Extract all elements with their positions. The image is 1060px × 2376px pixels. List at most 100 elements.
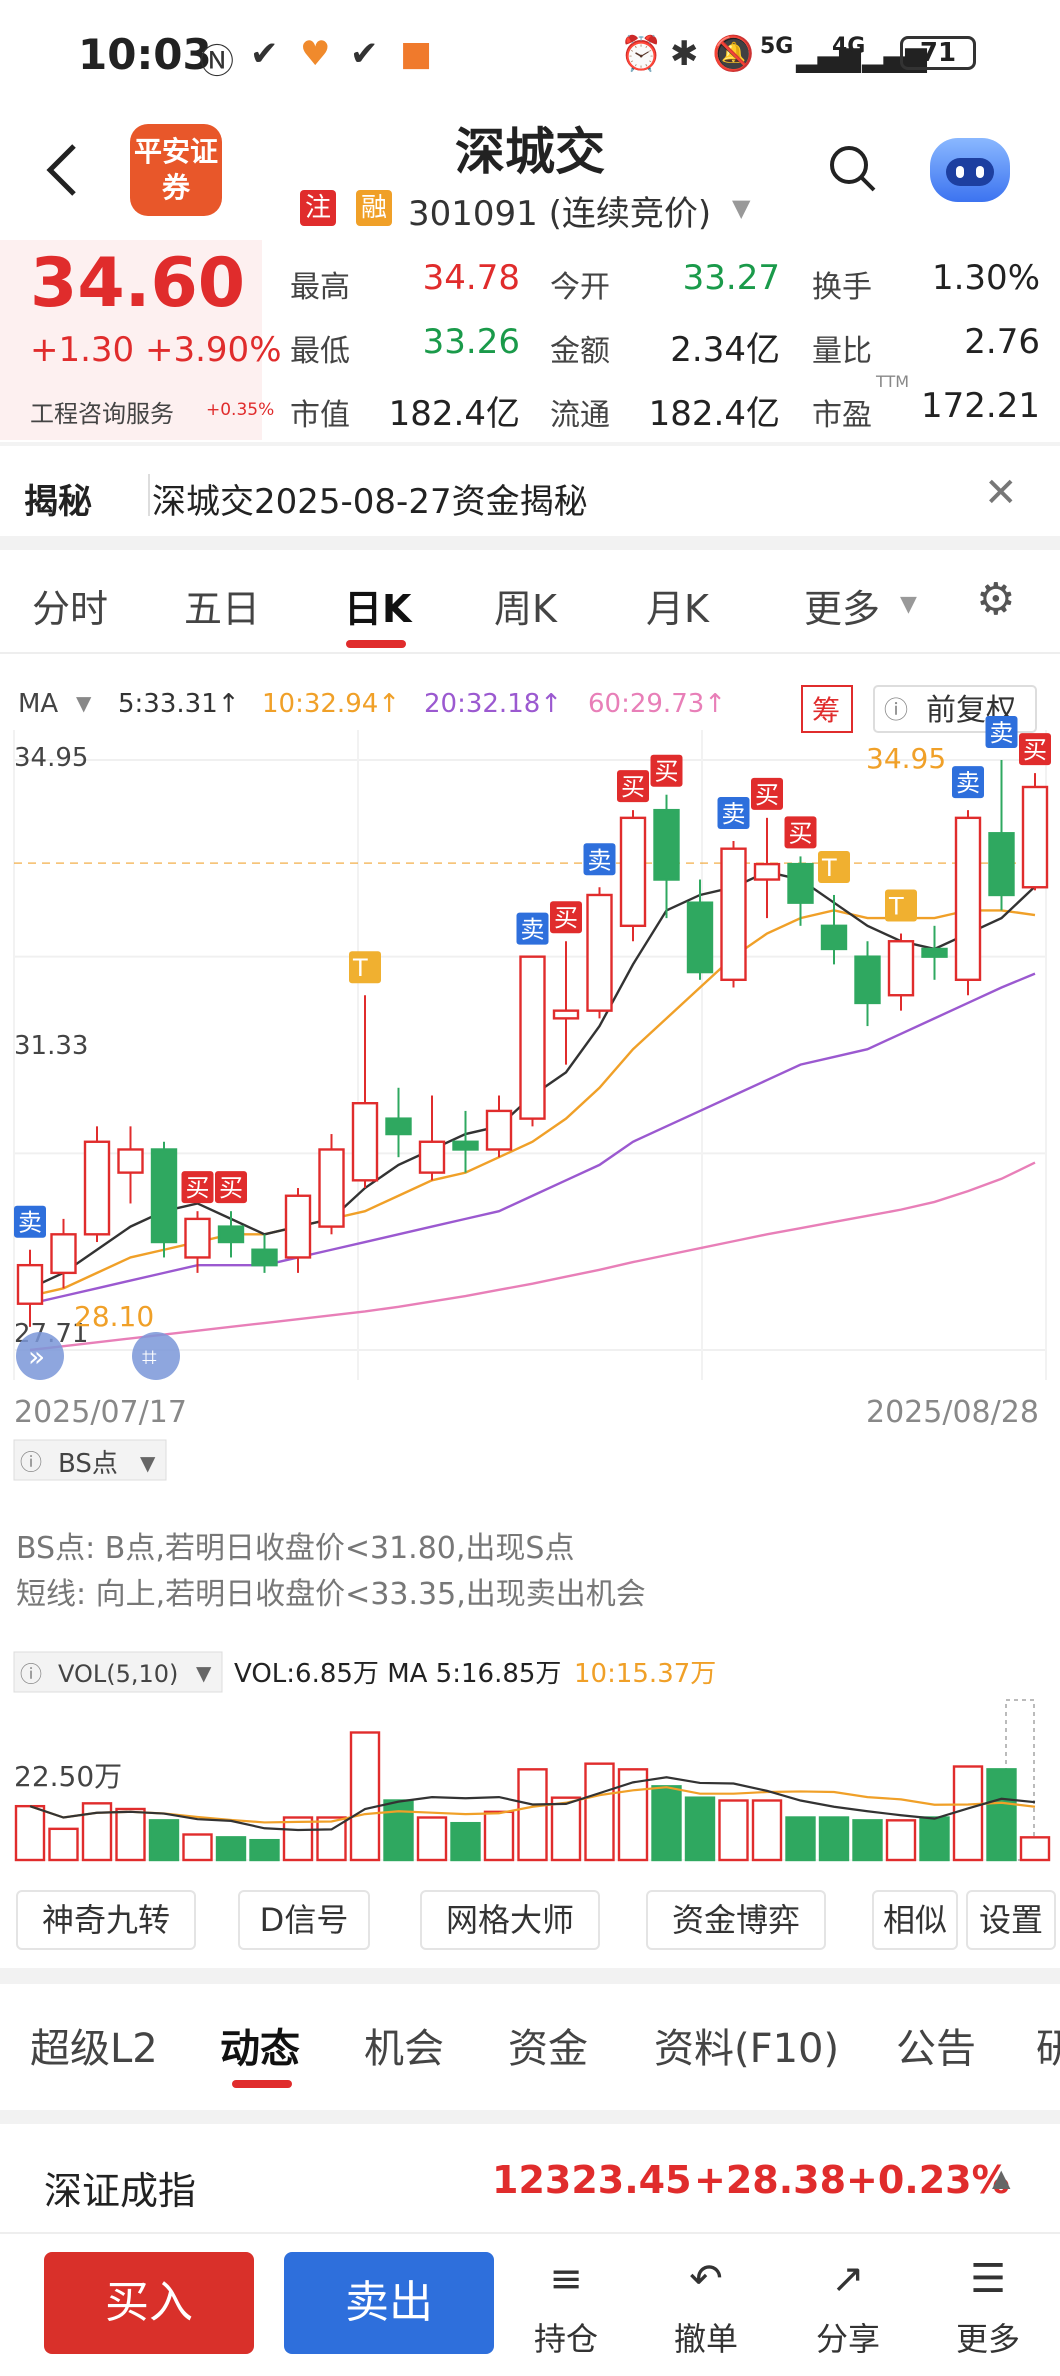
tab-bottom-4[interactable]: 资料(F10) [654,2026,840,2072]
back-icon[interactable] [42,140,82,200]
tab-bottom-5[interactable]: 公告 [896,2026,976,2072]
candle [117,1148,144,1174]
divider [0,1968,1060,1984]
signal-marker[interactable] [14,1205,46,1238]
broker-logo: 平安证券 [130,124,222,216]
signal-marker[interactable] [784,816,817,849]
settings-gear-icon[interactable]: ⚙ [976,574,1016,625]
tab-kline-1[interactable]: 五日 [184,587,261,631]
nav-item-0[interactable]: ≡ 持仓 [518,2256,614,2360]
chevron-down-icon[interactable]: ▼ [900,592,917,617]
volume-bar [852,1819,883,1862]
shield-app-icon: ♥ [300,34,331,74]
info-icon: ⓘ [884,696,908,724]
tab-active-indicator [346,640,406,648]
chevron-up-icon[interactable]: ▲ [992,2164,1011,2192]
price-panel [0,240,262,440]
candle [351,1102,379,1182]
reveal-text[interactable]: 深城交2025-08-27资金揭秘 [152,482,588,522]
tool-button-1[interactable]: D信号 [238,1890,370,1950]
pe-ttm-sup: TTM [876,372,910,391]
double-chevron-icon: » [28,1340,45,1373]
chevron-down-icon: ▼ [196,1661,212,1685]
tab-bottom-1[interactable]: 动态 [220,2026,300,2072]
alarm-icon: ⏰ [620,34,663,74]
chips-button[interactable] [801,685,853,733]
tab-kline-4[interactable]: 月K [646,587,709,631]
signal-label: T [821,854,837,882]
volume-bar [48,1827,79,1862]
vol-selector[interactable] [13,1651,223,1693]
signal-label: 买 [755,781,779,809]
volume-bar [1019,1836,1051,1862]
tool-button-2[interactable]: 网格大师 [420,1890,600,1950]
signal-label: 买 [186,1174,210,1202]
tab-bottom-6[interactable]: 研 [1036,2026,1060,2072]
sector-change: +0.35% [206,400,275,420]
mute-icon: 🔕 [712,34,755,74]
signal-marker[interactable] [349,951,381,984]
signal-marker[interactable] [717,796,750,829]
tool-button-5[interactable]: 设置 [966,1890,1056,1950]
signal-marker[interactable] [885,889,917,922]
signal-marker[interactable] [583,843,616,876]
tab-kline-3[interactable]: 周K [494,587,557,631]
signal-marker[interactable] [952,766,984,799]
signal-marker[interactable] [985,716,1018,748]
candle [619,816,647,928]
y-axis-mid: 31.33 [14,1031,88,1061]
quote-stat-label: 量比 [812,334,872,369]
index-change: +28.38 [694,2158,847,2202]
signal-marker[interactable] [550,901,582,934]
fullscreen-icon[interactable] [132,1332,180,1380]
vol-ma-line [29,1776,1036,1832]
tab-bottom-0[interactable]: 超级L2 [30,2026,158,2072]
info-icon: ⓘ [20,1663,42,1688]
quote-stat-value: 182.4亿 [648,394,780,434]
sector-name[interactable]: 工程咨询服务 [30,400,174,428]
search-icon[interactable] [828,144,878,194]
candle [854,955,881,1005]
signal-icon: ▂▄▆ [796,40,861,73]
nav-item-1[interactable]: ↶ 撤单 [658,2256,754,2360]
volume-bar [450,1821,481,1862]
signal-marker[interactable] [215,1171,247,1204]
chevron-down-icon[interactable]: ▼ [732,194,751,222]
nav-item-3[interactable]: ☰ 更多 [940,2256,1036,2360]
tab-kline-2[interactable]: 日K [344,587,412,631]
ma-label[interactable]: MA [18,689,58,719]
volume-bar [115,1807,146,1862]
bs-selector[interactable] [13,1439,167,1481]
signal-marker[interactable] [181,1171,214,1204]
assistant-robot-icon[interactable] [930,138,1010,202]
tool-button-4[interactable]: 相似 [872,1890,958,1950]
signal-marker[interactable] [650,754,683,787]
signal-marker[interactable] [818,850,850,883]
signal-label: 卖 [588,846,612,874]
candle [284,1194,312,1259]
bs-label: BS点 [58,1449,118,1479]
tool-button-0[interactable]: 神奇九转 [16,1890,196,1950]
signal-marker[interactable] [516,912,549,945]
tab-kline-0[interactable]: 分时 [32,587,109,631]
reveal-title: 揭秘 [24,482,92,522]
kline-chart[interactable]: MA ▼ 5:33.31↑ 10:32.94↑ 20:32.18↑ 60:29.… [0,660,1060,1940]
tab-bottom-3[interactable]: 资金 [508,2026,588,2072]
tool-button-3[interactable]: 资金博弈 [646,1890,826,1950]
tab-bottom-2[interactable]: 机会 [364,2026,444,2072]
sell-button[interactable]: 卖出 [284,2252,494,2354]
divider [0,652,1060,654]
signal-marker[interactable] [751,777,783,810]
candle [887,940,915,997]
candle [921,947,948,958]
tab-kline-5[interactable]: 更多 [804,587,881,631]
signal-marker[interactable] [617,770,649,803]
expand-left-icon[interactable] [16,1332,64,1380]
min-price-label: 28.10 [74,1300,154,1333]
buy-button[interactable]: 买入 [44,2252,254,2354]
close-icon[interactable]: ✕ [984,470,1018,516]
signal-marker[interactable] [1019,733,1051,766]
nav-item-2[interactable]: ↗ 分享 [800,2256,896,2360]
ma-chevron-icon[interactable]: ▼ [76,691,92,715]
ma5-value: 5:33.31↑ [118,689,240,719]
